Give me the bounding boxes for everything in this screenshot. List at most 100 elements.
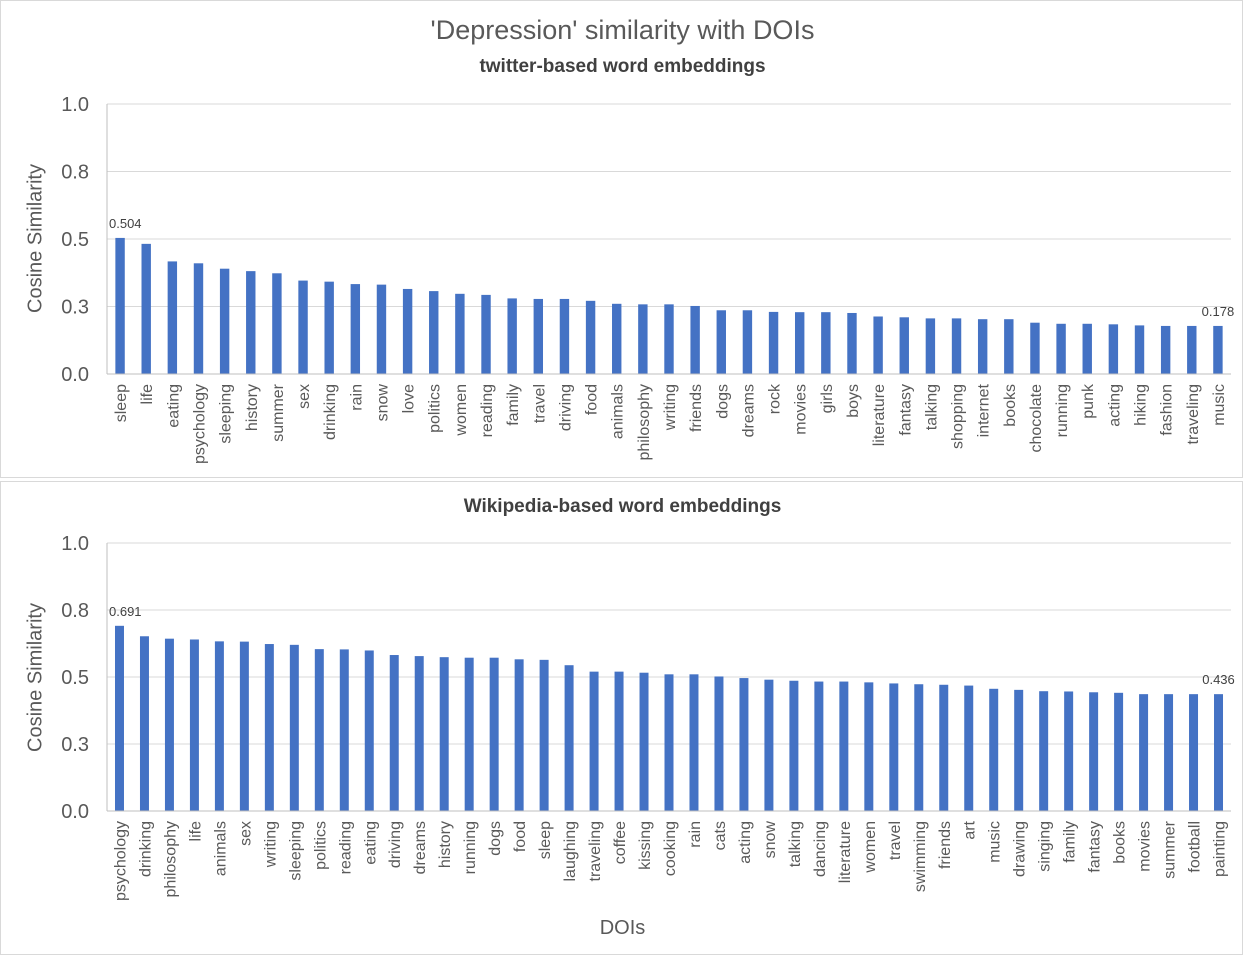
bar-snow [376, 284, 387, 374]
bar-cats [714, 676, 724, 811]
x-tick-label: philosophy [162, 821, 179, 898]
x-tick-label: talking [787, 821, 804, 867]
x-tick-label: hiking [1133, 384, 1150, 426]
bar-driving [559, 298, 570, 374]
bar-cooking [664, 674, 674, 811]
chart-title: 'Depression' similarity with DOIs [430, 15, 815, 45]
bar-chart-wikipedia: 1.0 0.8 0.5 0.3 0.0 psychology drinking philoso… [61, 533, 1235, 901]
x-tick-label: art [962, 820, 979, 839]
bar-travel [533, 298, 544, 374]
x-tick-label: drinking [322, 384, 339, 440]
x-tick-label: rain [687, 821, 704, 848]
y-tick-label: 0.0 [61, 364, 89, 386]
y-tick-label: 0.5 [61, 229, 89, 251]
bar-rain [350, 284, 361, 374]
bar-coffee [614, 671, 624, 811]
bar-football [1189, 694, 1199, 811]
bar-acting [739, 678, 749, 811]
chart-subtitle: twitter-based word embeddings [479, 56, 766, 77]
bar-sex [239, 641, 249, 811]
bar-driving [389, 655, 399, 811]
bar-sleep [115, 237, 125, 374]
y-tick-label: 0.3 [61, 297, 89, 319]
x-tick-label: dogs [714, 384, 731, 419]
x-tick-label: philosophy [636, 384, 653, 461]
bar-shopping [951, 318, 962, 374]
bar-dancing [814, 681, 824, 811]
x-tick-label: summer [1162, 820, 1179, 878]
bar-girls [821, 312, 831, 374]
x-axis-label: DOIs [599, 917, 646, 939]
bar-family [507, 298, 517, 374]
bar-fantasy [1089, 692, 1099, 811]
bar-history [246, 271, 256, 374]
x-tick-label: snow [762, 821, 779, 859]
bar-fashion [1160, 325, 1171, 374]
bar-boys [847, 312, 857, 374]
bar-internet [977, 319, 988, 374]
y-tick-label: 1.0 [61, 533, 89, 555]
x-tick-label: literature [837, 821, 854, 883]
bar-eating [364, 650, 374, 811]
x-tick-label: dreams [412, 821, 429, 874]
bar-food [585, 300, 596, 374]
x-tick-label: drawing [1012, 821, 1029, 877]
x-tick-label: coffee [612, 821, 629, 864]
x-tick-label: literature [871, 384, 888, 446]
x-tick-label: chocolate [1028, 384, 1045, 453]
bar-dreams [414, 656, 424, 811]
bar-friends [690, 305, 700, 374]
x-tick-label: fantasy [897, 384, 914, 436]
bar-sleep [539, 659, 549, 811]
x-tick-label: laughing [562, 821, 579, 882]
bar-snow [764, 679, 774, 811]
bar-chart-twitter: 1.0 0.8 0.5 0.3 0.0 sleep life eating psychology… [61, 94, 1235, 464]
x-tick-label: animals [212, 821, 229, 876]
x-tick-label: travel [531, 384, 548, 423]
x-tick-label: shopping [950, 384, 967, 449]
x-tick-label: sleeping [287, 821, 304, 881]
x-tick-label: psychology [112, 821, 129, 901]
y-tick-label: 0.3 [61, 734, 89, 756]
x-tick-label: writing [662, 384, 679, 431]
bar-acting [1108, 324, 1119, 374]
x-tick-label: movies [793, 384, 810, 435]
x-tick-label: driving [557, 384, 574, 431]
bar-travel [889, 683, 899, 811]
bar-friends [939, 684, 949, 811]
x-tick-label: sex [296, 384, 313, 409]
x-tick-label: rain [348, 384, 365, 411]
x-tick-label: talking [923, 384, 940, 430]
x-tick-label: rock [767, 383, 784, 414]
x-tick-label: history [437, 821, 454, 868]
bar-hiking [1134, 325, 1145, 374]
x-tick-label: swimming [912, 821, 929, 892]
x-tick-label: dogs [487, 821, 504, 856]
x-tick-label: eating [362, 821, 379, 865]
x-tick-label: snow [374, 384, 391, 422]
x-tick-label: reading [479, 384, 496, 437]
bar-literature [873, 316, 883, 374]
bar-history [439, 657, 449, 811]
bar-fantasy [899, 317, 909, 374]
bar-philosophy [638, 304, 648, 374]
x-tick-label: animals [610, 384, 627, 439]
data-label: 0.691 [109, 604, 142, 619]
x-tick-label: history [244, 384, 261, 431]
bar-talking [789, 680, 799, 811]
x-tick-label: punk [1080, 383, 1097, 419]
bar-sleeping [219, 268, 230, 374]
y-tick-label: 0.8 [61, 162, 89, 184]
bar-food [514, 659, 524, 811]
x-tick-label: sleep [537, 821, 554, 859]
y-tick-label: 0.5 [61, 667, 89, 689]
bar-sleeping [289, 644, 299, 811]
bar-love [402, 288, 413, 374]
bar-dogs [489, 657, 499, 811]
bar-animals [214, 641, 224, 811]
bar-politics [429, 291, 439, 374]
bar-drinking [139, 636, 149, 811]
bar-eating [167, 261, 178, 374]
bar-rain [689, 674, 699, 811]
data-label: 0.178 [1202, 304, 1235, 319]
